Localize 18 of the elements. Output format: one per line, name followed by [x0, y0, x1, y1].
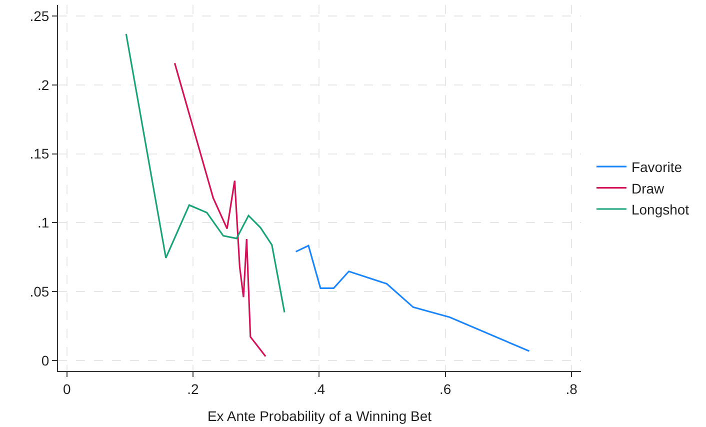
x-tick-label: .4: [313, 380, 326, 397]
x-tick-label: .2: [187, 380, 200, 397]
x-tick-label: .6: [440, 380, 452, 397]
x-tick-label: 0: [62, 380, 71, 397]
legend-label: Draw: [631, 180, 666, 196]
line-series: [125, 33, 286, 314]
y-tick-label: 0: [41, 352, 50, 368]
y-tick-label: .2: [38, 76, 50, 93]
legend-label: Favorite: [631, 159, 682, 176]
y-tick-label: .05: [30, 284, 50, 300]
y-tick-label: .25: [30, 8, 50, 24]
line-series: [295, 244, 530, 352]
y-tick-label: .1: [38, 214, 50, 231]
line-series: [174, 62, 266, 358]
legend-label: Longshot: [631, 201, 690, 218]
x-axis-title: Ex Ante Probability of a Winning Bet: [207, 408, 432, 424]
y-tick-label: .15: [30, 146, 50, 162]
x-tick-label: .8: [566, 380, 578, 397]
